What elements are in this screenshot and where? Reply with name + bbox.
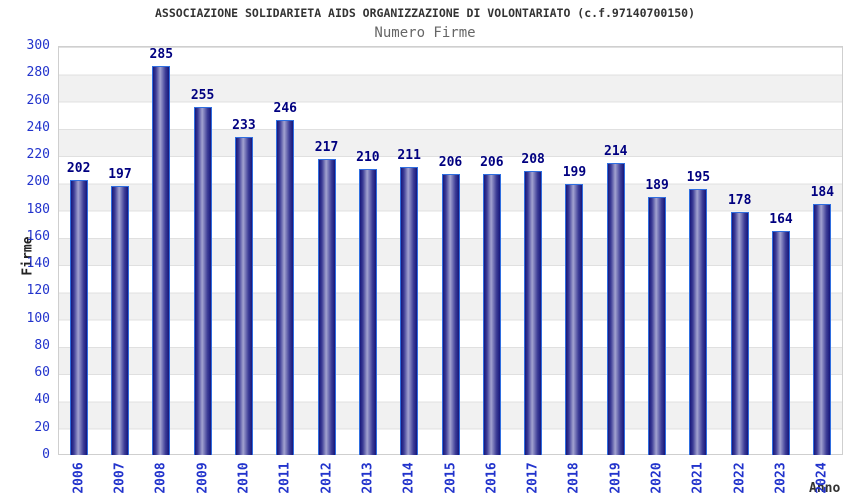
x-tick-label: 2018 bbox=[566, 462, 582, 494]
y-tick-label: 80 bbox=[34, 337, 50, 353]
y-tick-label: 0 bbox=[42, 447, 50, 462]
bar bbox=[110, 186, 129, 455]
y-tick-label: 180 bbox=[26, 201, 50, 217]
bar bbox=[69, 179, 88, 455]
x-tick-label: 2013 bbox=[360, 462, 376, 494]
x-tick-label: 2010 bbox=[236, 462, 252, 494]
x-tick-label: 2020 bbox=[649, 462, 665, 494]
y-tick-label: 40 bbox=[34, 392, 50, 408]
y-tick-label: 60 bbox=[34, 365, 50, 381]
x-tick-label: 2014 bbox=[401, 462, 417, 494]
bar bbox=[524, 171, 543, 455]
y-tick-label: 160 bbox=[26, 228, 50, 244]
y-tick-label: 20 bbox=[34, 419, 50, 435]
x-tick-label: 2012 bbox=[319, 462, 335, 494]
x-tick-label: 2022 bbox=[732, 462, 748, 494]
x-tick-label: 2016 bbox=[484, 462, 500, 494]
bar bbox=[400, 167, 419, 455]
y-tick-label: 220 bbox=[26, 147, 50, 163]
x-axis-title: Anno bbox=[809, 481, 841, 496]
bar-value-label: 246 bbox=[273, 100, 297, 116]
y-tick-label: 200 bbox=[26, 174, 50, 190]
x-tick-label: 2009 bbox=[195, 462, 211, 494]
x-tick-label: 2024 bbox=[814, 462, 830, 494]
x-tick-label: 2023 bbox=[773, 462, 789, 494]
bar bbox=[565, 183, 584, 455]
bar bbox=[648, 197, 667, 455]
bar-value-label: 285 bbox=[149, 47, 174, 63]
x-tick-label: 2008 bbox=[153, 462, 169, 494]
bar-value-label: 197 bbox=[108, 167, 132, 183]
bar bbox=[482, 174, 501, 455]
x-tick-label: 2006 bbox=[71, 462, 87, 494]
bar-value-label: 210 bbox=[356, 149, 380, 165]
chart-subtitle: Numero Firme bbox=[374, 25, 476, 41]
bar-value-label: 217 bbox=[314, 140, 339, 156]
bar-value-label: 211 bbox=[397, 148, 421, 164]
bar-value-label: 208 bbox=[521, 152, 545, 168]
y-tick-label: 120 bbox=[26, 283, 50, 299]
x-tick-label: 2019 bbox=[608, 462, 624, 494]
bar bbox=[606, 163, 625, 455]
bar bbox=[234, 137, 253, 455]
bar-value-label: 202 bbox=[66, 160, 91, 176]
bar-value-label: 199 bbox=[562, 164, 587, 180]
bar bbox=[358, 168, 377, 455]
bar-value-label: 214 bbox=[604, 144, 628, 160]
bar bbox=[730, 212, 749, 455]
y-tick-label: 280 bbox=[26, 65, 50, 81]
x-tick-label: 2021 bbox=[690, 462, 706, 494]
bar bbox=[441, 174, 460, 455]
bar bbox=[193, 107, 212, 455]
bar-value-label: 164 bbox=[769, 212, 793, 228]
bar-value-label: 195 bbox=[686, 170, 711, 186]
bar bbox=[772, 231, 791, 455]
y-tick-label: 100 bbox=[26, 310, 50, 326]
x-tick-label: 2011 bbox=[277, 462, 293, 494]
x-tick-label: 2015 bbox=[443, 462, 458, 494]
bar bbox=[689, 189, 708, 455]
bar bbox=[276, 119, 295, 455]
y-tick-label: 140 bbox=[26, 256, 50, 272]
x-tick-label: 2007 bbox=[112, 462, 128, 494]
bar bbox=[152, 66, 171, 455]
y-tick-label: 260 bbox=[26, 92, 50, 108]
bar-value-label: 255 bbox=[190, 88, 215, 104]
bar-value-label: 206 bbox=[480, 155, 504, 171]
y-tick-label: 300 bbox=[26, 38, 50, 53]
bar-value-label: 184 bbox=[810, 185, 835, 201]
bar-value-label: 178 bbox=[727, 193, 752, 209]
bar-value-label: 233 bbox=[232, 118, 256, 134]
bar-value-label: 206 bbox=[438, 155, 463, 171]
bar bbox=[317, 159, 336, 455]
y-tick-label: 240 bbox=[26, 119, 50, 135]
chart-title: ASSOCIAZIONE SOLIDARIETA AIDS ORGANIZZAZ… bbox=[154, 6, 696, 20]
bar bbox=[813, 204, 832, 455]
x-tick-label: 2017 bbox=[525, 462, 541, 494]
bar-value-label: 189 bbox=[645, 178, 669, 194]
